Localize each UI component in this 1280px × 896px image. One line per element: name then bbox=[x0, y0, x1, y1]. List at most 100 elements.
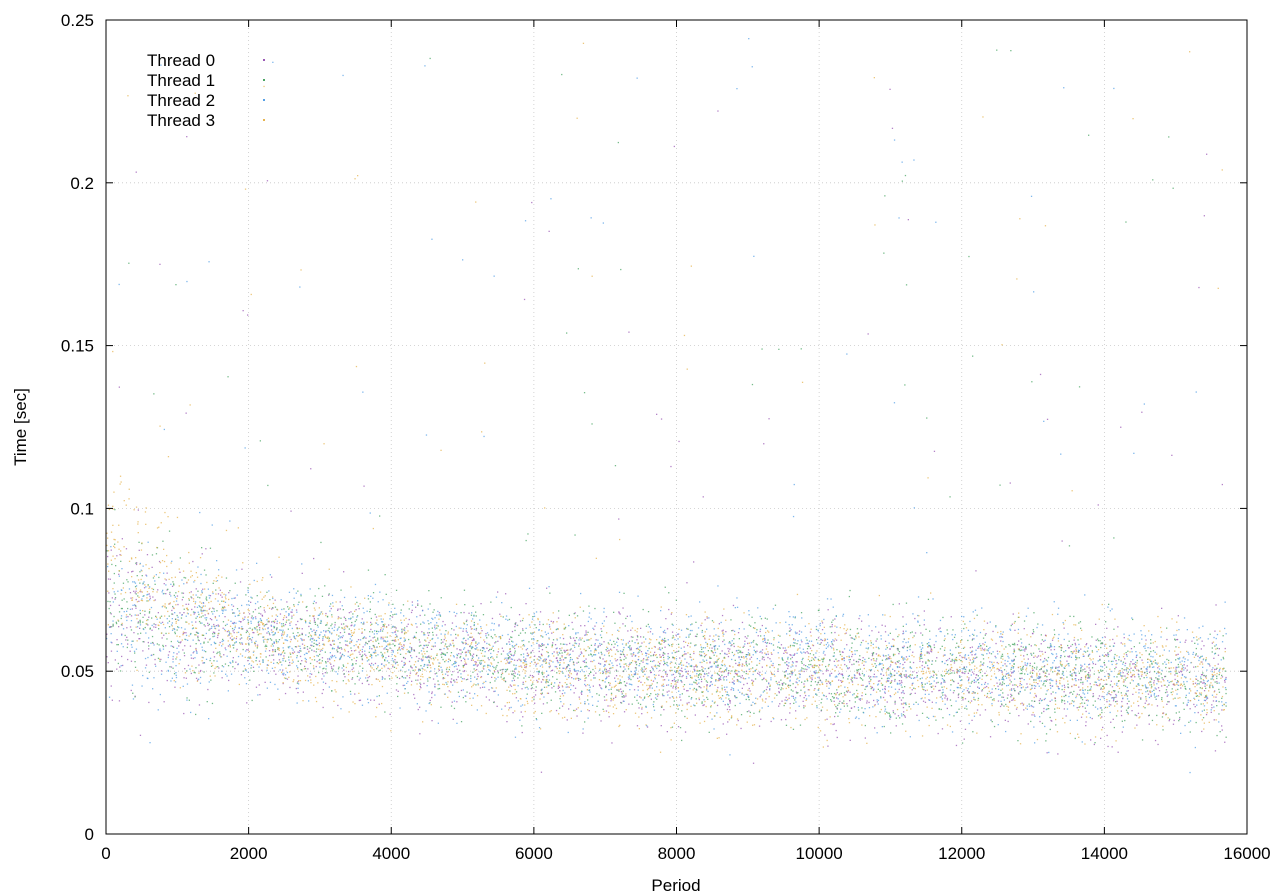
data-point bbox=[971, 719, 973, 721]
data-point bbox=[477, 675, 479, 678]
data-point bbox=[211, 619, 213, 621]
data-point bbox=[185, 632, 187, 634]
data-point bbox=[266, 180, 269, 182]
data-point bbox=[155, 624, 157, 626]
data-point bbox=[747, 635, 749, 637]
data-point bbox=[485, 624, 488, 626]
data-point bbox=[981, 690, 983, 692]
data-point bbox=[337, 647, 339, 649]
data-point bbox=[147, 600, 150, 602]
data-point bbox=[419, 668, 421, 670]
data-point bbox=[138, 600, 140, 602]
data-point bbox=[517, 677, 519, 679]
data-point bbox=[526, 693, 528, 695]
data-point bbox=[1162, 678, 1164, 681]
data-point bbox=[1076, 693, 1078, 695]
data-point bbox=[413, 649, 415, 651]
data-point bbox=[820, 633, 822, 635]
data-point bbox=[532, 616, 534, 618]
data-point bbox=[1179, 697, 1181, 699]
data-point bbox=[424, 639, 426, 641]
data-point bbox=[854, 677, 856, 679]
data-point bbox=[973, 673, 975, 675]
data-point bbox=[384, 659, 386, 661]
data-point bbox=[703, 704, 705, 706]
data-point bbox=[790, 689, 792, 691]
data-point bbox=[817, 637, 820, 639]
data-point bbox=[753, 712, 755, 714]
data-point bbox=[824, 654, 826, 656]
data-point bbox=[1177, 697, 1179, 699]
data-point bbox=[541, 693, 543, 695]
data-point bbox=[649, 685, 651, 687]
data-point bbox=[1141, 411, 1143, 413]
data-point bbox=[778, 681, 780, 683]
data-point bbox=[148, 648, 150, 650]
data-point bbox=[316, 660, 318, 663]
data-point bbox=[321, 692, 323, 695]
data-point bbox=[330, 625, 332, 627]
data-point bbox=[283, 625, 285, 627]
data-point bbox=[349, 690, 352, 693]
data-point bbox=[211, 702, 214, 705]
data-point bbox=[619, 613, 621, 615]
data-point bbox=[1061, 673, 1063, 675]
data-point bbox=[519, 620, 522, 622]
data-point bbox=[710, 657, 712, 659]
data-point bbox=[1137, 705, 1140, 707]
data-point bbox=[1047, 705, 1050, 707]
data-point bbox=[887, 712, 889, 714]
data-point bbox=[419, 678, 422, 681]
data-point bbox=[838, 634, 840, 636]
data-point bbox=[1161, 716, 1164, 718]
data-point bbox=[840, 673, 842, 675]
data-point bbox=[792, 690, 794, 692]
data-point bbox=[1046, 676, 1048, 678]
data-point bbox=[616, 689, 618, 691]
data-point bbox=[814, 700, 816, 702]
data-point bbox=[964, 671, 966, 673]
data-point bbox=[684, 715, 686, 718]
data-point bbox=[1081, 699, 1084, 701]
data-point bbox=[202, 588, 204, 590]
data-point bbox=[511, 654, 513, 656]
data-point bbox=[148, 701, 150, 704]
data-point bbox=[886, 711, 888, 713]
data-point bbox=[1178, 711, 1180, 713]
data-point bbox=[1004, 719, 1006, 721]
data-point bbox=[763, 690, 766, 692]
data-point bbox=[461, 680, 463, 682]
data-point bbox=[368, 651, 370, 653]
data-point bbox=[137, 633, 139, 635]
data-point bbox=[874, 704, 876, 706]
data-point bbox=[388, 624, 390, 626]
data-point bbox=[711, 650, 713, 652]
data-point bbox=[232, 661, 234, 663]
data-point bbox=[173, 584, 175, 586]
data-point bbox=[594, 665, 596, 667]
data-point bbox=[140, 591, 142, 593]
data-point bbox=[469, 636, 471, 638]
data-point bbox=[1034, 700, 1036, 702]
data-point bbox=[574, 612, 576, 614]
data-point bbox=[751, 679, 753, 681]
data-point bbox=[913, 656, 915, 658]
data-point bbox=[863, 664, 865, 666]
data-point bbox=[954, 659, 956, 661]
data-point bbox=[1191, 640, 1193, 642]
data-point bbox=[911, 674, 913, 676]
data-point bbox=[843, 657, 845, 660]
data-point bbox=[398, 647, 400, 649]
data-point bbox=[1105, 679, 1108, 681]
data-point bbox=[608, 670, 610, 672]
data-point bbox=[258, 612, 260, 614]
data-point bbox=[1071, 700, 1073, 702]
data-point bbox=[636, 631, 638, 633]
data-point bbox=[506, 659, 508, 661]
data-point bbox=[134, 592, 136, 594]
data-point bbox=[733, 642, 735, 645]
data-point bbox=[884, 685, 886, 688]
data-point bbox=[859, 659, 861, 661]
data-point bbox=[1202, 682, 1204, 684]
data-point bbox=[353, 650, 356, 652]
